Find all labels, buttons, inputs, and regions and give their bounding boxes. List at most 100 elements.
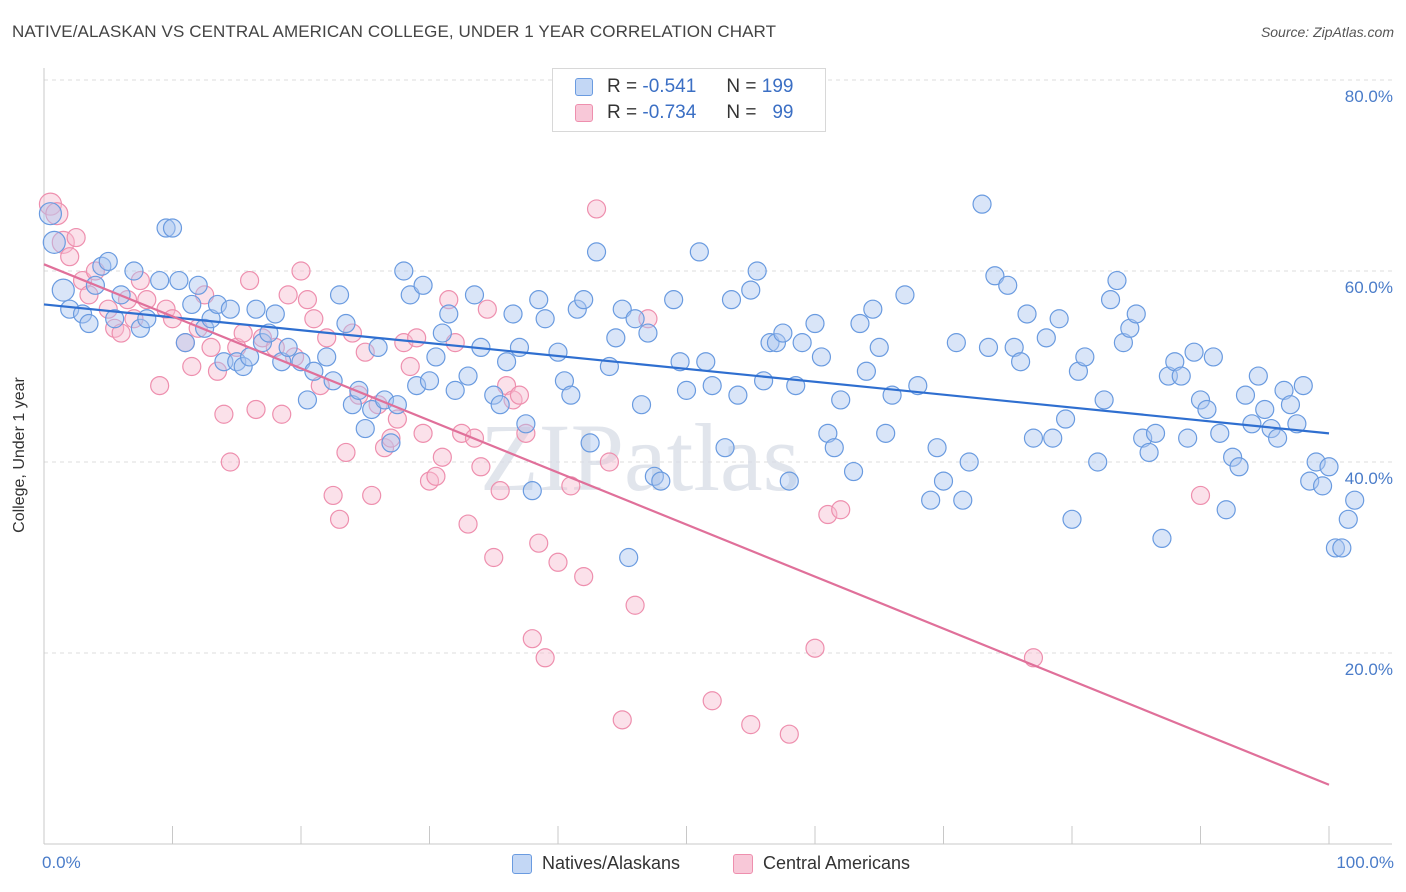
point-native — [1216, 500, 1236, 520]
point-native — [1300, 471, 1320, 491]
point-native — [580, 433, 600, 453]
point-native — [664, 290, 684, 310]
point-native — [1139, 442, 1159, 463]
point-native — [1223, 447, 1243, 467]
point-central — [529, 533, 549, 553]
point-native — [1133, 428, 1153, 448]
point-native — [516, 414, 536, 434]
point-native — [625, 309, 645, 329]
point-central — [66, 227, 86, 248]
bottom-legend-label: Central Americans — [763, 853, 911, 873]
point-native — [921, 490, 941, 510]
point-native — [1242, 414, 1262, 434]
point-native — [747, 261, 767, 281]
point-native — [426, 347, 446, 367]
point-central — [741, 715, 761, 735]
point-native — [1075, 347, 1095, 367]
bottom-legend-swatch-blue — [512, 853, 532, 874]
point-native — [670, 352, 690, 372]
point-central — [362, 485, 382, 506]
point-central — [477, 299, 497, 319]
point-native — [98, 251, 118, 272]
point-native — [1165, 352, 1185, 372]
point-native — [1100, 290, 1121, 310]
point-native — [843, 461, 864, 482]
legend-n-value: 199 — [761, 76, 794, 97]
y-tick-60: 60.0% — [1344, 278, 1393, 297]
point-native — [207, 294, 228, 315]
point-native — [1004, 337, 1024, 357]
point-central — [779, 724, 799, 744]
point-native — [876, 423, 896, 443]
point-central — [612, 710, 632, 730]
point-native — [831, 390, 851, 410]
chart-title: NATIVE/ALASKAN VS CENTRAL AMERICAN COLLE… — [12, 22, 777, 41]
point-central — [381, 428, 401, 448]
point-native — [381, 433, 401, 453]
point-native — [439, 304, 459, 324]
point-central — [233, 323, 253, 343]
point-native — [548, 342, 568, 362]
point-native — [753, 371, 774, 391]
point-native — [432, 323, 452, 343]
point-central — [195, 285, 215, 305]
point-native — [721, 290, 742, 310]
point-central — [329, 509, 350, 529]
point-native — [869, 337, 889, 357]
point-native — [1043, 428, 1063, 448]
point-central — [111, 323, 131, 343]
point-native — [503, 304, 523, 324]
point-native — [1280, 395, 1301, 415]
point-central — [509, 385, 530, 405]
point-central — [150, 376, 170, 396]
point-native — [497, 352, 517, 372]
point-native — [638, 323, 658, 343]
point-native — [689, 242, 709, 262]
point-native — [1120, 318, 1140, 338]
point-native — [574, 290, 594, 310]
point-native — [1248, 366, 1268, 386]
point-central — [60, 247, 80, 267]
point-central — [586, 199, 607, 219]
point-native — [554, 371, 575, 391]
point-central — [297, 290, 318, 310]
point-native — [586, 242, 607, 262]
axes — [43, 68, 1392, 845]
point-native — [805, 313, 825, 334]
point-native — [1235, 385, 1256, 405]
point-native — [355, 418, 375, 439]
point-native — [818, 423, 838, 443]
point-native — [1036, 328, 1056, 348]
point-central — [1190, 485, 1211, 506]
point-native — [856, 361, 877, 381]
point-native — [419, 371, 440, 391]
legend-row-central: R = -0.734 N = 99 — [575, 101, 793, 125]
point-native — [42, 230, 66, 254]
point-native — [998, 275, 1018, 295]
point-native — [1293, 376, 1313, 396]
point-native — [631, 395, 652, 415]
point-native — [1325, 538, 1346, 558]
point-central — [304, 309, 324, 329]
legend-row-natives: R = -0.541 N = 199 — [575, 75, 793, 99]
point-native — [612, 299, 632, 319]
point-native — [1010, 352, 1031, 372]
point-native — [792, 333, 812, 353]
point-native — [1088, 452, 1108, 472]
point-central — [227, 337, 247, 357]
point-native — [38, 202, 63, 226]
point-native — [259, 323, 279, 343]
point-native — [1068, 361, 1089, 381]
point-central — [45, 202, 69, 226]
legend-r-value: -0.734 — [642, 102, 697, 123]
point-native — [561, 385, 581, 405]
point-native — [1023, 428, 1044, 448]
point-native — [1145, 423, 1166, 443]
series-central-americans — [38, 192, 1211, 744]
point-native — [265, 304, 285, 324]
point-native — [760, 333, 780, 353]
point-native — [715, 438, 735, 458]
legend-n-value: 99 — [772, 102, 794, 123]
point-native — [728, 385, 748, 405]
